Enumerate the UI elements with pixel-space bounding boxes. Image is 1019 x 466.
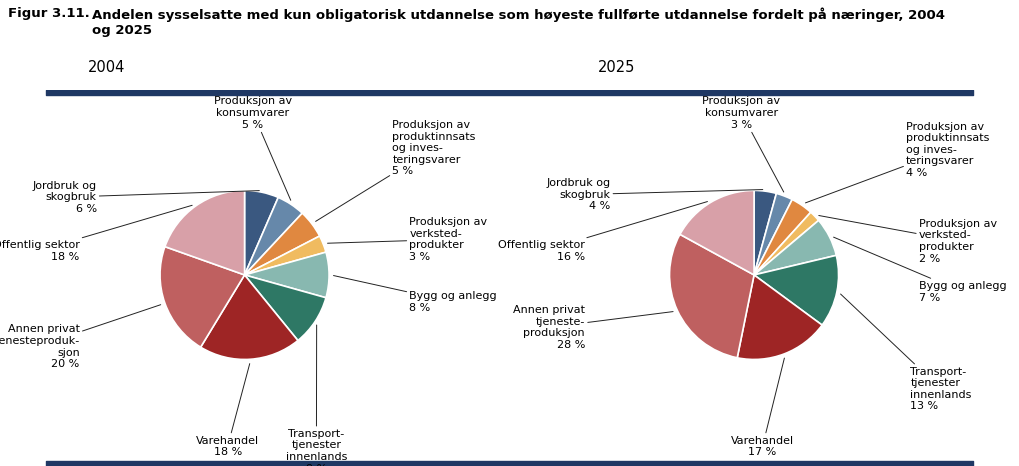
Text: Produksjon av
konsumvarer
3 %: Produksjon av konsumvarer 3 % xyxy=(702,96,784,192)
Text: Produksjon av
verksted-
produkter
2 %: Produksjon av verksted- produkter 2 % xyxy=(819,215,997,264)
Text: Jordbruk og
skogbruk
6 %: Jordbruk og skogbruk 6 % xyxy=(33,180,259,214)
Text: Produksjon av
produktinnsats
og inves-
teringsvarer
5 %: Produksjon av produktinnsats og inves- t… xyxy=(316,120,476,221)
Wedge shape xyxy=(201,275,298,359)
Text: Jordbruk og
skogbruk
4 %: Jordbruk og skogbruk 4 % xyxy=(546,178,763,211)
Wedge shape xyxy=(245,236,326,275)
Text: Transport-
tjenester
innenlands
9 %: Transport- tjenester innenlands 9 % xyxy=(285,325,347,466)
Text: Varehandel
18 %: Varehandel 18 % xyxy=(196,363,259,457)
Wedge shape xyxy=(160,247,245,347)
Wedge shape xyxy=(737,275,822,359)
Text: Bygg og anlegg
8 %: Bygg og anlegg 8 % xyxy=(333,275,497,313)
Text: Annen privat
tjeneste-
produksjon
28 %: Annen privat tjeneste- produksjon 28 % xyxy=(513,305,674,350)
Wedge shape xyxy=(754,199,811,275)
Wedge shape xyxy=(245,252,329,298)
Text: Bygg og anlegg
7 %: Bygg og anlegg 7 % xyxy=(834,237,1007,302)
Wedge shape xyxy=(754,191,776,275)
Text: Varehandel
17 %: Varehandel 17 % xyxy=(731,358,794,457)
Text: 2004: 2004 xyxy=(88,60,125,75)
Text: Produksjon av
produktinnsats
og inves-
teringsvarer
4 %: Produksjon av produktinnsats og inves- t… xyxy=(805,122,989,203)
Text: Offentlig sektor
16 %: Offentlig sektor 16 % xyxy=(498,202,707,262)
Wedge shape xyxy=(754,193,792,275)
Wedge shape xyxy=(680,191,754,275)
Wedge shape xyxy=(245,191,278,275)
Text: Offentlig sektor
18 %: Offentlig sektor 18 % xyxy=(0,206,193,262)
Text: Produksjon av
verksted-
produkter
3 %: Produksjon av verksted- produkter 3 % xyxy=(327,217,487,262)
Wedge shape xyxy=(754,220,837,275)
Text: 2025: 2025 xyxy=(597,60,635,75)
Text: Produksjon av
konsumvarer
5 %: Produksjon av konsumvarer 5 % xyxy=(214,96,292,200)
Text: Andelen sysselsatte med kun obligatorisk utdannelse som høyeste fullførte utdann: Andelen sysselsatte med kun obligatorisk… xyxy=(92,7,945,36)
Text: Transport-
tjenester
innenlands
13 %: Transport- tjenester innenlands 13 % xyxy=(841,294,972,411)
Wedge shape xyxy=(165,191,245,275)
Wedge shape xyxy=(245,275,326,341)
Wedge shape xyxy=(245,198,303,275)
Text: Figur 3.11.: Figur 3.11. xyxy=(8,7,90,20)
Wedge shape xyxy=(669,234,754,358)
Text: Annen privat
tjenesteproduk-
sjon
20 %: Annen privat tjenesteproduk- sjon 20 % xyxy=(0,305,161,369)
Wedge shape xyxy=(754,212,818,275)
Wedge shape xyxy=(754,255,839,325)
Wedge shape xyxy=(245,213,320,275)
